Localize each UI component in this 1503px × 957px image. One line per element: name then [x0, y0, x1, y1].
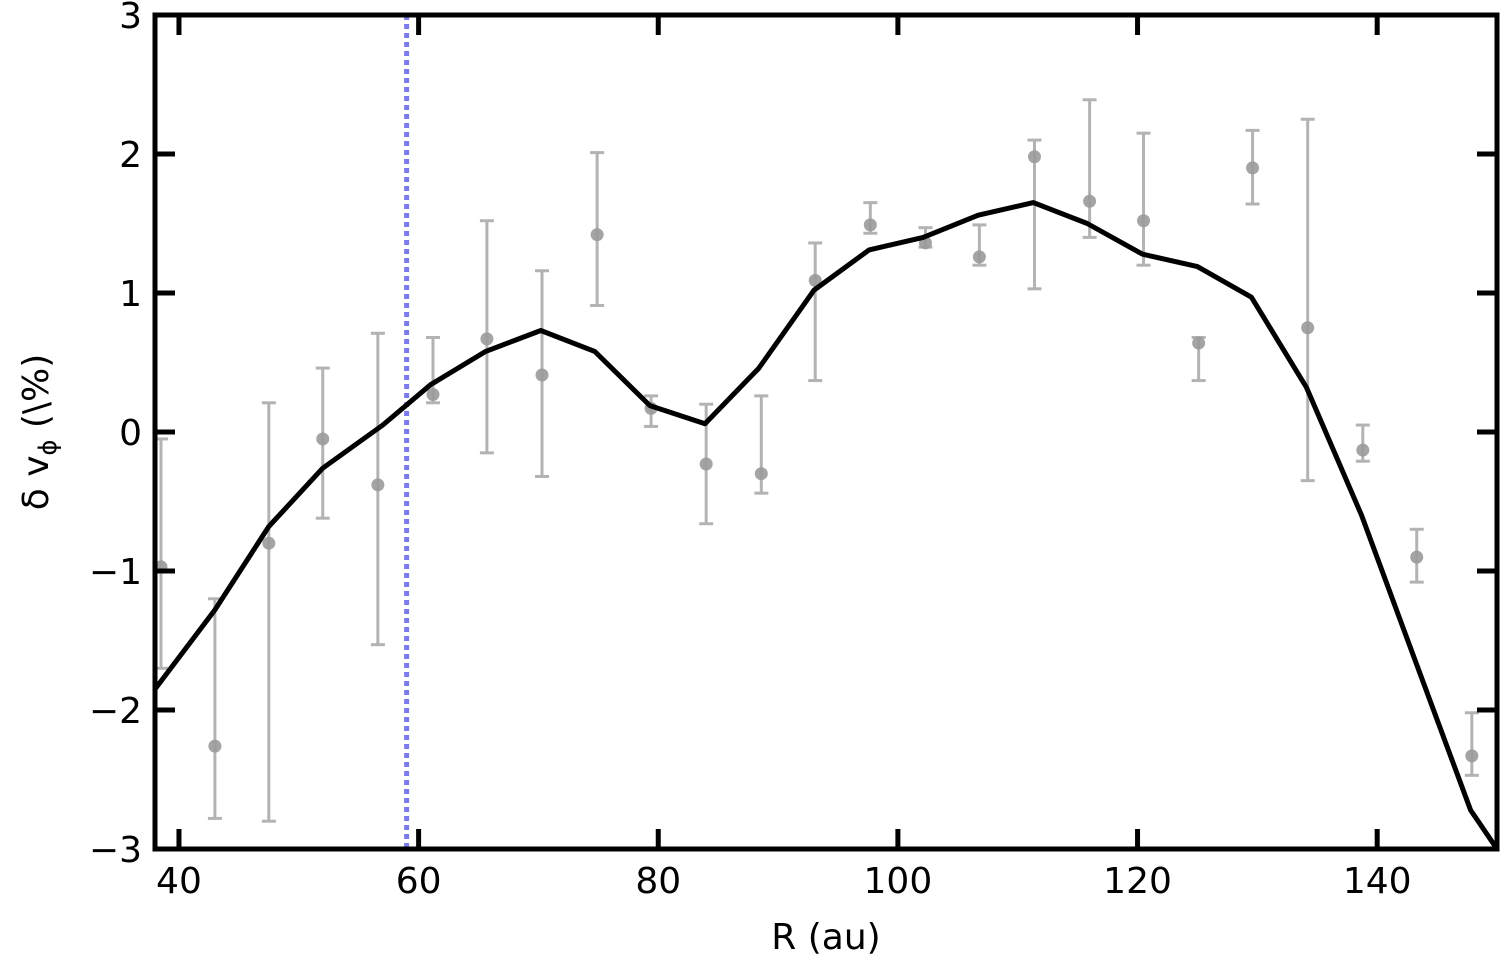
- data-point: [371, 478, 385, 492]
- data-point: [1083, 194, 1097, 208]
- y-tick-label: 0: [119, 413, 142, 454]
- x-tick-label: 60: [396, 861, 442, 902]
- data-point: [426, 387, 440, 401]
- data-point: [754, 467, 768, 481]
- data-point: [590, 228, 604, 242]
- x-tick-label: 100: [864, 861, 933, 902]
- y-axis-label: δ vϕ (\%): [16, 354, 62, 511]
- error-bar: [1136, 131, 1151, 267]
- data-point: [972, 250, 986, 264]
- y-tick-label: −1: [89, 552, 142, 593]
- ticks: [155, 12, 1497, 852]
- data-point: [316, 432, 330, 446]
- error-bar: [808, 241, 823, 383]
- error-bar: [207, 597, 222, 820]
- data-point: [1027, 150, 1041, 164]
- data-point: [1410, 550, 1424, 564]
- y-tick-label: −2: [89, 691, 142, 732]
- axes-frame: [152, 12, 1500, 852]
- data-point: [863, 218, 877, 232]
- plot-content: [155, 15, 1497, 849]
- x-tick-label: 80: [635, 861, 681, 902]
- x-axis-label: R (au): [771, 917, 880, 957]
- tick-labels: 40 60 80 100 120 140 −3 −2 −1 0 1 2 3: [89, 0, 1412, 902]
- y-tick-label: 1: [119, 274, 142, 315]
- data-point: [1465, 749, 1479, 763]
- error-bar: [1027, 138, 1042, 291]
- axes-border: [152, 12, 1500, 852]
- error-bar: [261, 401, 276, 823]
- y-tick-label: 3: [119, 0, 142, 37]
- data-point: [808, 273, 822, 287]
- y-axis-label-subscript: ϕ: [34, 440, 62, 456]
- model-line: [155, 200, 1497, 849]
- data-point: [1192, 336, 1206, 350]
- x-tick-label: 120: [1103, 861, 1172, 902]
- x-tick-label: 140: [1343, 861, 1412, 902]
- data-point: [699, 457, 713, 471]
- error-bar: [1300, 117, 1315, 483]
- data-point: [1301, 321, 1315, 335]
- data-point: [535, 368, 549, 382]
- y-axis-label-main: δ v: [16, 455, 57, 510]
- data-point: [480, 332, 494, 346]
- error-bar: [1082, 98, 1097, 239]
- data-point: [1356, 443, 1370, 457]
- y-tick-label: −3: [89, 830, 142, 871]
- data-point: [1137, 214, 1151, 228]
- data-point: [262, 536, 276, 550]
- error-bar: [1464, 711, 1479, 777]
- x-tick-label: 40: [156, 861, 202, 902]
- data-point: [208, 739, 222, 753]
- y-tick-label: 2: [119, 135, 142, 176]
- y-axis-label-unit: (\%): [16, 354, 57, 440]
- data-point: [1246, 161, 1260, 175]
